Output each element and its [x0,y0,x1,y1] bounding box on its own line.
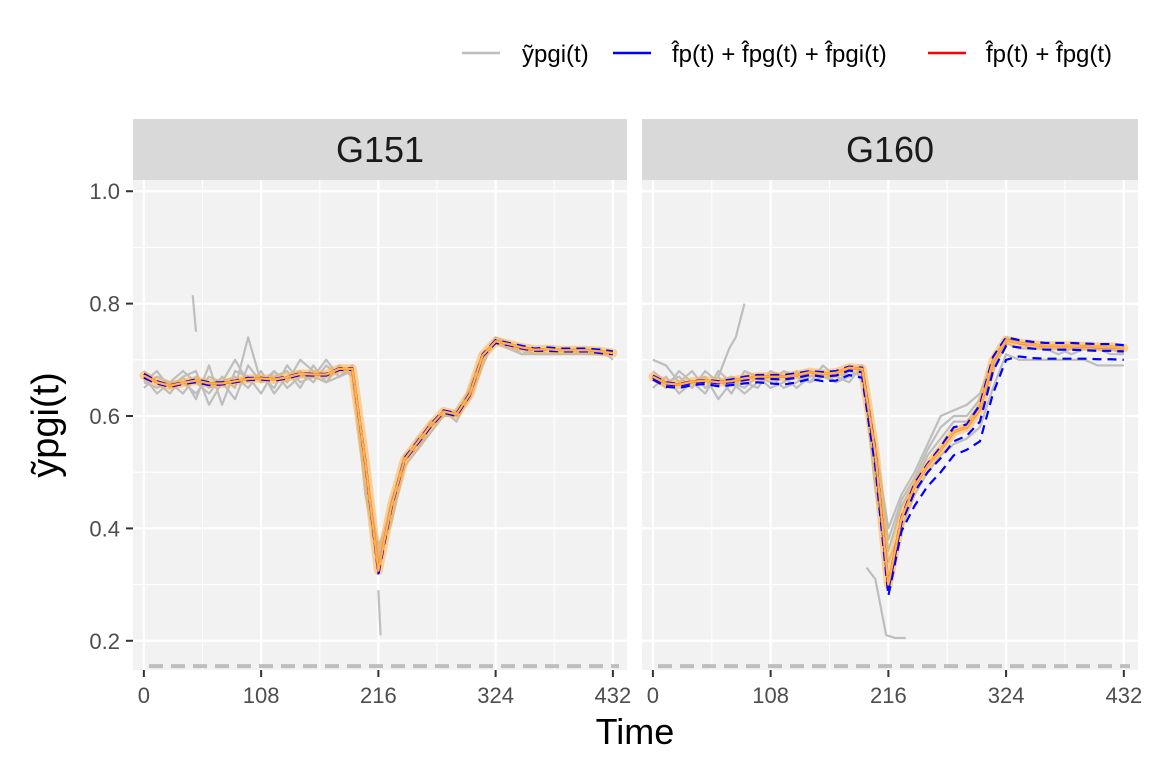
x-tick-label: 216 [360,683,397,708]
legend-label-individual-fit: f̂p(t) + f̂pg(t) + f̂pgi(t) [671,40,886,68]
x-axis: 0 108 216 324 432 0 108 216 324 432 [138,670,1142,708]
y-tick-label: 0.2 [89,629,120,654]
x-tick-label: 108 [752,683,789,708]
x-tick-label: 432 [1105,683,1142,708]
x-tick-label: 0 [138,683,150,708]
x-tick-label: 324 [988,683,1025,708]
x-tick-label: 432 [595,683,632,708]
panel-title: G160 [846,129,934,170]
strip-background [133,119,627,180]
raw-trace [865,567,906,640]
y-axis: 0.2 0.4 0.6 0.8 1.0 [89,179,133,654]
panel-background [642,180,1138,670]
individual-fit-line [652,336,1124,586]
x-tick-label: 216 [870,683,907,708]
individual-fit-line [652,355,1124,597]
panel-g151: G151 [133,119,627,670]
x-axis-label: Time [596,711,675,752]
y-tick-label: 1.0 [89,179,120,204]
y-axis-label: ỹpgi(t) [25,372,67,478]
legend: ỹpgi(t) f̂p(t) + f̂pg(t) + f̂pgi(t) f̂p(… [462,40,1112,68]
x-tick-label: 0 [647,683,659,708]
y-tick-label: 0.6 [89,404,120,429]
panel-title: G151 [336,129,424,170]
legend-label-group-fit: f̂p(t) + f̂pg(t) [985,40,1112,68]
raw-trace [717,303,746,378]
x-tick-label: 108 [243,683,280,708]
y-tick-label: 0.4 [89,516,120,541]
group-fit-overlay [652,339,1124,586]
x-tick-label: 324 [477,683,514,708]
y-tick-label: 0.8 [89,292,120,317]
panel-background [133,180,627,670]
raw-trace [191,295,198,332]
group-fit-overlay [143,340,614,572]
raw-trace [377,590,382,636]
panel-g160: G160 [642,119,1138,670]
legend-label-raw: ỹpgi(t) [522,41,589,68]
strip-background [642,119,1138,180]
